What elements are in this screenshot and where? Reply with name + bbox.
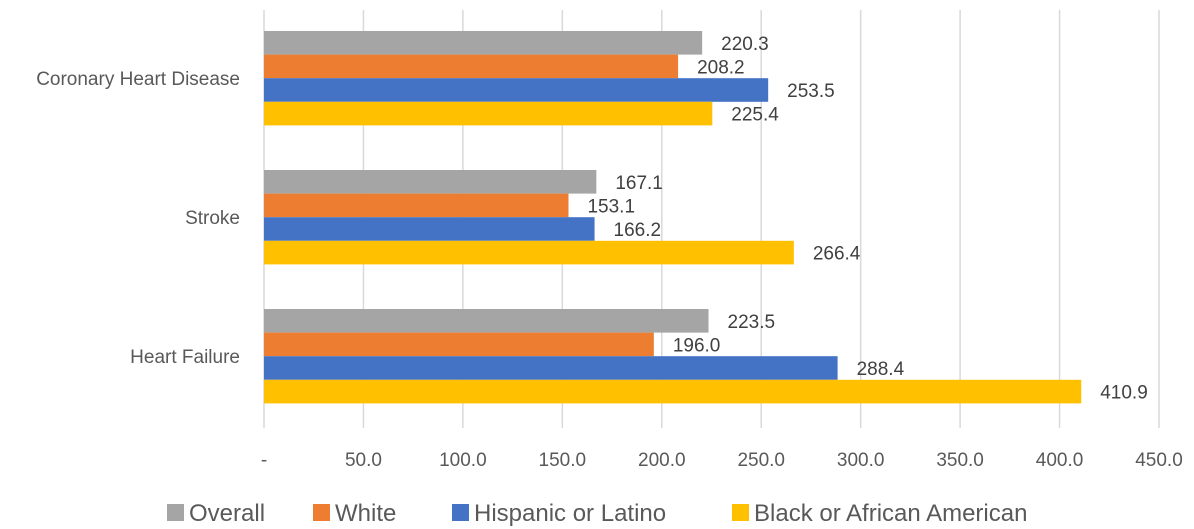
bar	[264, 170, 597, 194]
x-tick-label: 450.0	[1135, 450, 1183, 471]
data-label: 288.4	[857, 359, 905, 380]
bar	[264, 31, 703, 55]
legend-swatch	[167, 504, 184, 521]
data-label: 253.5	[787, 81, 835, 102]
legend: Overall White Hispanic or Latino Black or A…	[167, 500, 1027, 527]
legend-label: White	[335, 500, 396, 527]
data-label: 266.4	[813, 244, 861, 265]
bar	[264, 332, 654, 357]
data-label: 166.2	[614, 220, 662, 241]
bar	[264, 101, 713, 126]
bar	[264, 78, 769, 102]
x-tick-label: 250.0	[737, 450, 785, 471]
bar	[264, 379, 1082, 404]
x-tick-label: 400.0	[1036, 450, 1084, 471]
legend-item: Hispanic or Latino	[452, 500, 666, 527]
category-label: Heart Failure	[130, 347, 240, 368]
bar	[264, 193, 569, 218]
bar	[264, 309, 709, 333]
x-tick-label: -	[261, 450, 267, 471]
bar	[264, 240, 794, 265]
x-tick-label: 350.0	[936, 450, 984, 471]
data-label: 208.2	[697, 57, 745, 78]
x-tick-label: 300.0	[837, 450, 885, 471]
legend-item: White	[313, 500, 396, 527]
category-label: Coronary Heart Disease	[36, 69, 240, 90]
bar	[264, 54, 679, 79]
data-label: 223.5	[728, 312, 776, 333]
legend-item: Black or African American	[732, 500, 1027, 527]
legend-label: Black or African American	[754, 500, 1027, 527]
bar	[264, 217, 595, 241]
legend-swatch	[732, 504, 749, 521]
x-tick-labels: - 50.0 100.0 150.0 200.0 250.0 300.0 350.0 400.0…	[261, 450, 1183, 471]
x-tick-label: 100.0	[439, 450, 487, 471]
category-labels: Coronary Heart Disease Stroke Heart Failur…	[36, 69, 240, 368]
legend-swatch	[313, 504, 330, 521]
legend-label: Hispanic or Latino	[474, 500, 666, 527]
data-label: 167.1	[615, 173, 663, 194]
x-tick-label: 50.0	[345, 450, 382, 471]
data-label: 196.0	[673, 335, 721, 356]
data-label: 153.1	[587, 196, 635, 217]
data-label: 410.9	[1100, 383, 1148, 404]
legend-label: Overall	[189, 500, 265, 527]
data-label: 220.3	[721, 34, 769, 55]
bars	[264, 31, 1082, 404]
data-label: 225.4	[731, 105, 779, 126]
x-tick-label: 150.0	[539, 450, 587, 471]
legend-swatch	[452, 504, 469, 521]
bar	[264, 356, 838, 380]
legend-item: Overall	[167, 500, 265, 527]
category-label: Stroke	[185, 208, 240, 229]
x-tick-label: 200.0	[638, 450, 686, 471]
